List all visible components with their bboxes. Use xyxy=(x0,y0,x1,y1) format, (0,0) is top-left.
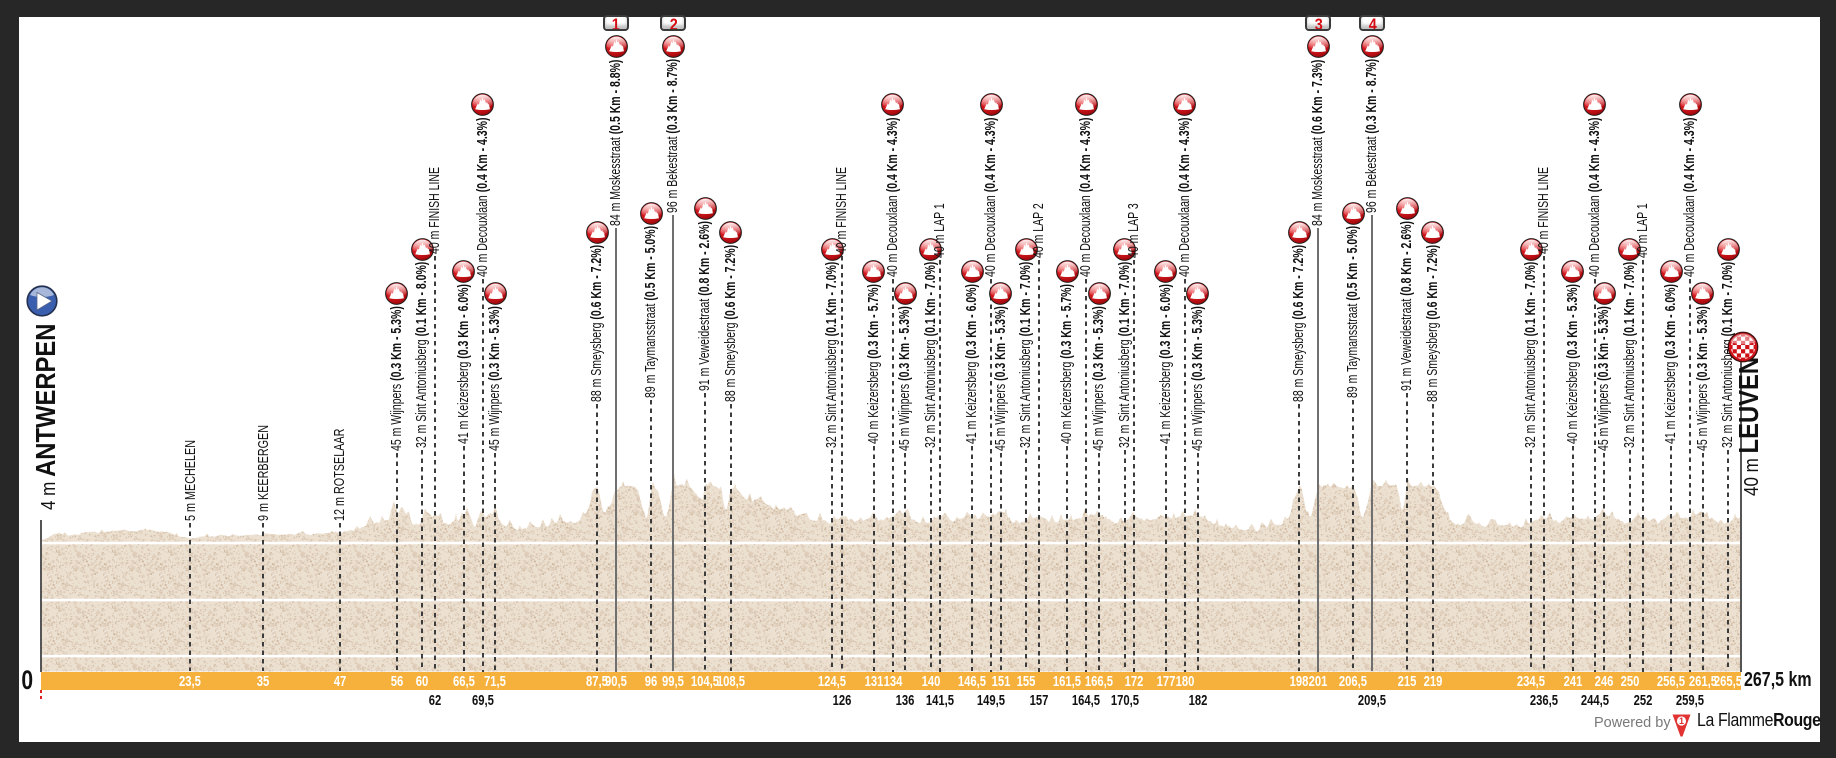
svg-text:1: 1 xyxy=(1679,716,1684,726)
